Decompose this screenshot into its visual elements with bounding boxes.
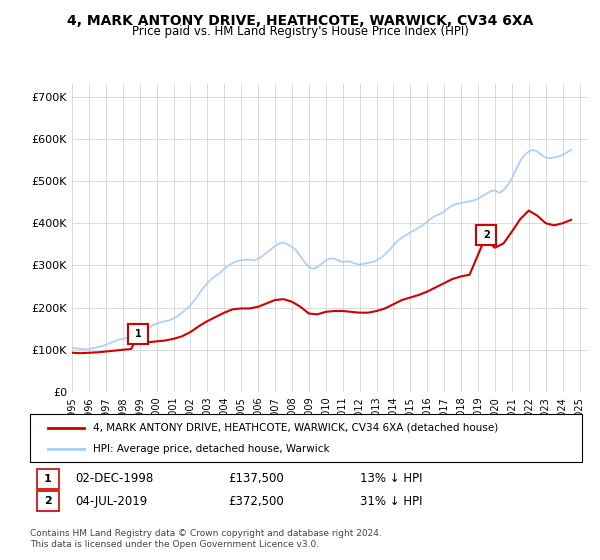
Text: 2: 2 <box>44 496 52 506</box>
Text: 4, MARK ANTONY DRIVE, HEATHCOTE, WARWICK, CV34 6XA: 4, MARK ANTONY DRIVE, HEATHCOTE, WARWICK… <box>67 14 533 28</box>
Text: 13% ↓ HPI: 13% ↓ HPI <box>360 472 422 486</box>
Text: £372,500: £372,500 <box>228 494 284 508</box>
Text: 4, MARK ANTONY DRIVE, HEATHCOTE, WARWICK, CV34 6XA (detached house): 4, MARK ANTONY DRIVE, HEATHCOTE, WARWICK… <box>93 423 498 433</box>
Text: 02-DEC-1998: 02-DEC-1998 <box>75 472 153 486</box>
Text: 1: 1 <box>44 474 52 484</box>
Text: 2: 2 <box>483 230 490 240</box>
Text: HPI: Average price, detached house, Warwick: HPI: Average price, detached house, Warw… <box>93 444 329 454</box>
Text: 31% ↓ HPI: 31% ↓ HPI <box>360 494 422 508</box>
Text: £137,500: £137,500 <box>228 472 284 486</box>
Text: 1: 1 <box>135 329 142 339</box>
Text: Contains HM Land Registry data © Crown copyright and database right 2024.
This d: Contains HM Land Registry data © Crown c… <box>30 529 382 549</box>
Text: Price paid vs. HM Land Registry's House Price Index (HPI): Price paid vs. HM Land Registry's House … <box>131 25 469 38</box>
Text: 04-JUL-2019: 04-JUL-2019 <box>75 494 147 508</box>
